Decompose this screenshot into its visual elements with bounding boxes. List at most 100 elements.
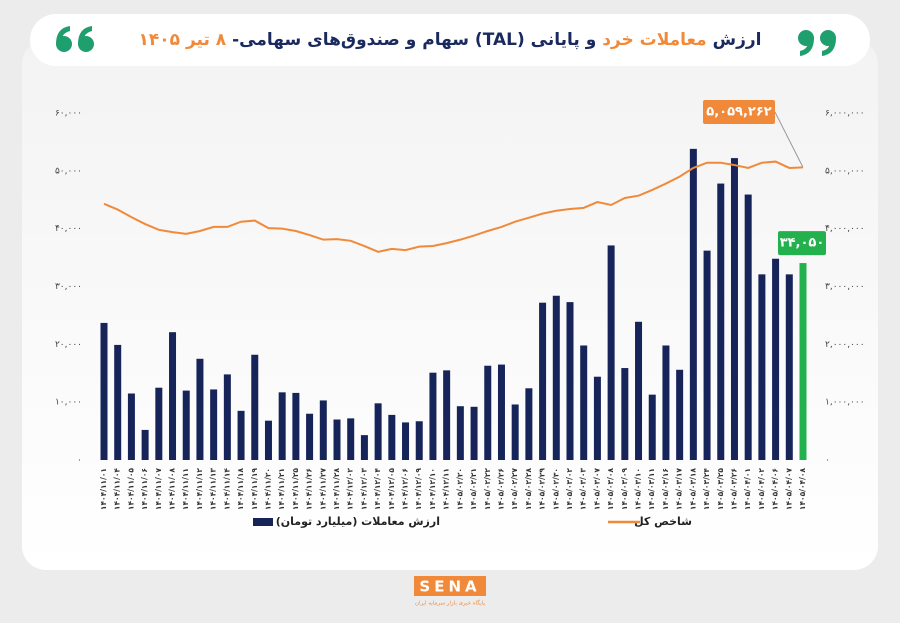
bar (470, 406, 478, 460)
x-tick-label: ۱۴۰۵/۰۳/۲۴ (702, 468, 711, 511)
value-label-box (778, 231, 826, 256)
x-tick-label: ۱۴۰۵/۰۳/۱۰ (634, 468, 643, 510)
bar (319, 400, 327, 460)
x-tick-label: ۱۴۰۵/۰۳/۲۶ (729, 468, 738, 510)
logo-tagline: پایگاه خبری بازار سرمایه ایران (415, 600, 486, 607)
bar (525, 388, 533, 460)
logo-text: SENA (419, 578, 480, 596)
x-tick-label: ۱۴۰۴/۱۲/۱۰ (428, 468, 437, 510)
x-tick-label: ۱۴۰۴/۱۲/۰۴ (373, 468, 382, 511)
bar (223, 374, 231, 460)
x-tick-label: ۱۴۰۴/۱۱/۲۷ (318, 468, 327, 511)
x-tick-label: ۱۴۰۵/۰۴/۰۶ (771, 468, 780, 510)
value-label: ۳۴,۰۵۰ (780, 236, 825, 251)
bar (648, 394, 656, 460)
legend-swatch (253, 518, 273, 526)
x-tick-label: ۱۴۰۵/۰۳/۱۶ (661, 468, 670, 510)
x-tick-label: ۱۴۰۴/۱۱/۰۱ (99, 468, 108, 510)
x-tick-label: ۱۴۰۴/۱۱/۲۶ (305, 468, 314, 510)
x-tick-label: ۱۴۰۵/۰۳/۱۸ (688, 468, 697, 511)
bar (607, 245, 615, 460)
bar (635, 321, 643, 460)
quote-left (56, 26, 94, 52)
bar (402, 422, 410, 460)
x-tick-label: ۱۴۰۵/۰۲/۲۷ (510, 468, 519, 511)
bar (676, 369, 684, 460)
title-part: ۸ تیر ۱۴۰۵ (138, 30, 227, 50)
x-tick-label: ۱۴۰۴/۱۱/۰۵ (126, 468, 135, 511)
x-tick-label: ۱۴۰۴/۱۲/۰۹ (414, 468, 423, 511)
x-tick-label: ۱۴۰۵/۰۲/۲۰ (455, 468, 464, 510)
x-tick-label: ۱۴۰۵/۰۳/۱۱ (647, 468, 656, 510)
x-tick-label: ۱۴۰۵/۰۳/۲۵ (716, 468, 725, 511)
x-tick-label: ۱۴۰۵/۰۳/۱۷ (675, 468, 684, 511)
bar (196, 358, 204, 460)
y-tick-label: ۴۰,۰۰۰ (55, 224, 82, 234)
x-tick-label: ۱۴۰۵/۰۴/۰۱ (743, 468, 752, 510)
x-tick-label: ۱۴۰۵/۰۳/۰۷ (592, 468, 601, 511)
value-label: ۵,۰۵۹,۲۶۲ (706, 105, 771, 120)
x-tick-label: ۱۴۰۴/۱۲/۱۱ (442, 468, 451, 510)
title-part: و پایانی (TAL) سهام و صندوق‌های سهامی- (226, 30, 603, 50)
x-tick-label: ۱۴۰۵/۰۴/۰۸ (798, 468, 807, 511)
x-tick-label: ۱۴۰۴/۱۲/۰۳ (359, 468, 368, 511)
x-tick-label: ۱۴۰۴/۱۲/۰۵ (387, 468, 396, 511)
connector (774, 111, 804, 168)
x-tick-label: ۱۴۰۴/۱۲/۰۶ (401, 468, 410, 510)
x-tick-label: ۱۴۰۵/۰۴/۰۲ (757, 468, 766, 511)
x-tick-label: ۱۴۰۵/۰۳/۰۸ (606, 468, 615, 511)
bar (347, 418, 355, 460)
title-part: ارزش (706, 30, 762, 50)
bar (278, 392, 286, 460)
x-tick-label: ۱۴۰۴/۱۱/۰۴ (113, 468, 122, 511)
x-tick-label: ۱۴۰۴/۱۱/۲۵ (291, 468, 300, 511)
bar (251, 354, 259, 460)
x-tick-label: ۱۴۰۵/۰۳/۰۳ (579, 468, 588, 511)
y2-tick-label: ۴,۰۰۰,۰۰۰ (825, 224, 865, 234)
y-tick-label: ۶۰,۰۰۰ (55, 109, 82, 119)
bar (443, 370, 451, 460)
bar (141, 429, 149, 460)
y2-tick-label: ۱,۰۰۰,۰۰۰ (825, 398, 865, 408)
x-tick-label: ۱۴۰۴/۱۱/۱۹ (250, 468, 259, 511)
bar (127, 393, 135, 460)
x-tick-label: ۱۴۰۴/۱۱/۰۷ (154, 468, 163, 511)
bar (100, 322, 108, 460)
bar (744, 194, 752, 461)
chart-title: ارزش معاملات خرد و پایانی (TAL) سهام و ص… (110, 20, 790, 60)
x-tick-label: ۱۴۰۴/۱۲/۰۲ (346, 468, 355, 511)
bar (593, 376, 601, 460)
x-tick-label: ۱۴۰۴/۱۱/۲۰ (263, 468, 272, 510)
x-tick-label: ۱۴۰۴/۱۱/۱۲ (195, 468, 204, 511)
bar (456, 406, 464, 460)
x-tick-label: ۱۴۰۵/۰۳/۰۹ (620, 468, 629, 511)
bar (621, 368, 629, 460)
y-tick-label: ۱۰,۰۰۰ (55, 398, 82, 408)
x-tick-label: ۱۴۰۵/۰۲/۲۹ (538, 468, 547, 511)
line (103, 160, 804, 253)
bar (155, 387, 163, 460)
bar (388, 414, 396, 460)
bar (484, 365, 492, 460)
quote-right (798, 30, 836, 56)
y2-tick-label: ۶,۰۰۰,۰۰۰ (825, 109, 865, 119)
y2-tick-label: ۲,۰۰۰,۰۰۰ (825, 340, 865, 350)
bar (374, 403, 382, 460)
x-tick-label: ۱۴۰۵/۰۲/۳۰ (551, 468, 560, 510)
bar (114, 344, 122, 460)
x-tick-label: ۱۴۰۴/۱۱/۱۴ (222, 468, 231, 511)
y2-tick-label: ۰ (825, 456, 830, 466)
x-tick-label: ۱۴۰۴/۱۱/۱۸ (236, 468, 245, 511)
bar (799, 263, 807, 460)
title-part: معاملات خرد (602, 30, 707, 50)
x-tick-label: ۱۴۰۴/۱۱/۱۱ (181, 468, 190, 510)
x-tick-label: ۱۴۰۴/۱۱/۱۳ (209, 468, 218, 511)
x-tick-label: ۱۴۰۴/۱۱/۲۸ (332, 468, 341, 511)
bar (730, 158, 738, 461)
bar (210, 389, 218, 460)
bar (360, 435, 368, 460)
legend-label: ارزش معاملات (میلیارد تومان) (276, 515, 440, 528)
bar (429, 372, 437, 460)
value-label-box (703, 100, 775, 124)
